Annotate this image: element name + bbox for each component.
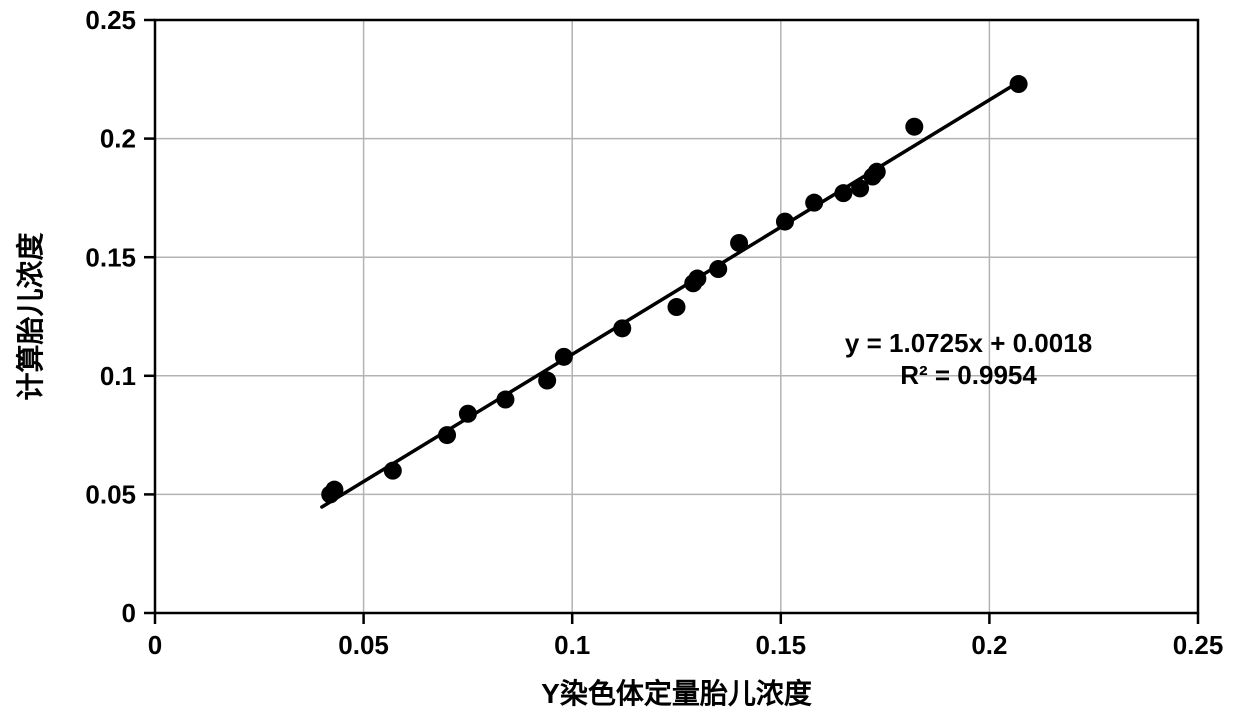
scatter-point [730, 234, 748, 252]
scatter-point [613, 319, 631, 337]
y-axis-label: 计算胎儿浓度 [14, 232, 46, 400]
scatter-chart: 0 0.05 0.1 0.15 0.2 0.25 0 0.05 0.1 0.15 0.2 0.25 Y染… [0, 0, 1240, 721]
y-tick-label: 0.05 [85, 480, 136, 510]
scatter-point [438, 426, 456, 444]
scatter-point [709, 260, 727, 278]
scatter-point [496, 391, 514, 409]
y-tick-label: 0.2 [100, 124, 136, 154]
scatter-point [325, 481, 343, 499]
y-tick-label: 0 [122, 598, 136, 628]
scatter-point [834, 184, 852, 202]
x-tick-label: 0.25 [1173, 630, 1224, 660]
x-tick-label: 0.1 [554, 630, 590, 660]
x-tick-label: 0.05 [338, 630, 389, 660]
x-tick-label: 0 [148, 630, 162, 660]
plot-area [155, 20, 1198, 613]
scatter-point [905, 118, 923, 136]
y-tick-label: 0.25 [85, 5, 136, 35]
scatter-point [538, 372, 556, 390]
scatter-point [555, 348, 573, 366]
scatter-point [459, 405, 477, 423]
y-tick-label: 0.1 [100, 361, 136, 391]
x-axis-label: Y染色体定量胎儿浓度 [541, 677, 812, 709]
chart-container: 0 0.05 0.1 0.15 0.2 0.25 0 0.05 0.1 0.15 0.2 0.25 Y染… [0, 0, 1240, 721]
x-tick-label: 0.2 [971, 630, 1007, 660]
scatter-point [688, 270, 706, 288]
y-tick-label: 0.15 [85, 242, 136, 272]
scatter-point [868, 163, 886, 181]
scatter-point [384, 462, 402, 480]
scatter-point [805, 194, 823, 212]
equation-annotation: y = 1.0725x + 0.0018 [845, 328, 1092, 358]
scatter-point [1010, 75, 1028, 93]
rsquared-annotation: R² = 0.9954 [900, 360, 1037, 390]
x-tick-label: 0.15 [755, 630, 806, 660]
scatter-point [668, 298, 686, 316]
scatter-point [776, 213, 794, 231]
